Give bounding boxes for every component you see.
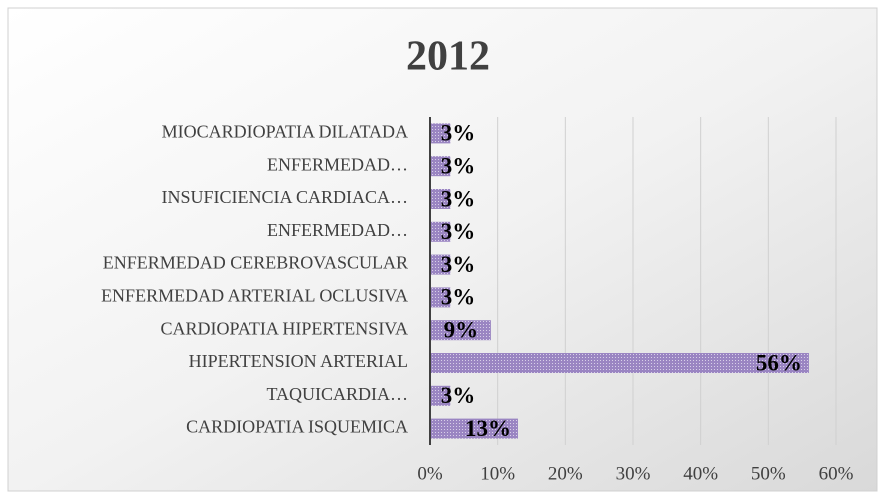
x-tick-label: 30%: [616, 463, 651, 484]
bar: [430, 189, 451, 209]
value-label: 13%: [465, 416, 511, 441]
y-tick-label: ENFERMEDAD…: [267, 154, 408, 174]
value-label: 3%: [441, 285, 476, 310]
bar: [430, 123, 451, 144]
y-tick-label: TAQUICARDIA…: [266, 384, 408, 404]
bar: [430, 156, 451, 177]
value-label: 3%: [441, 121, 476, 146]
y-tick-label: CARDIOPATIA ISQUEMICA: [186, 417, 408, 437]
y-tick-label: CARDIOPATIA HIPERTENSIVA: [161, 318, 408, 338]
y-tick-label: ENFERMEDAD…: [267, 220, 408, 240]
value-label: 3%: [441, 219, 476, 244]
value-label: 9%: [444, 317, 479, 342]
x-tick-label: 50%: [751, 463, 786, 484]
chart-title: 2012: [406, 34, 490, 80]
y-tick-label: ENFERMEDAD ARTERIAL OCLUSIVA: [101, 286, 408, 306]
value-label: 3%: [441, 186, 476, 211]
x-tick-label: 20%: [548, 463, 583, 484]
y-tick-label: HIPERTENSION ARTERIAL: [189, 351, 408, 371]
x-tick-label: 40%: [683, 463, 718, 484]
y-tick-label: INSUFICIENCIA CARDIACA…: [161, 187, 408, 207]
bar: [430, 254, 451, 275]
chart-area: [7, 7, 878, 492]
value-label: 3%: [441, 252, 476, 277]
x-tick-label: 10%: [480, 463, 515, 484]
y-tick-label: MIOCARDIOPATIA DILATADA: [162, 122, 408, 142]
bar: [430, 385, 451, 406]
x-tick-label: 60%: [819, 463, 854, 484]
bar: [430, 418, 518, 439]
y-tick-label: ENFERMEDAD CEREBROVASCULAR: [103, 253, 408, 273]
bar: [430, 287, 451, 308]
value-label: 3%: [441, 383, 476, 408]
x-tick-label: 0%: [417, 463, 443, 484]
bar: [430, 320, 491, 341]
value-label: 56%: [756, 350, 802, 375]
bar: [430, 353, 809, 373]
value-label: 3%: [441, 153, 476, 178]
bar: [430, 221, 451, 242]
